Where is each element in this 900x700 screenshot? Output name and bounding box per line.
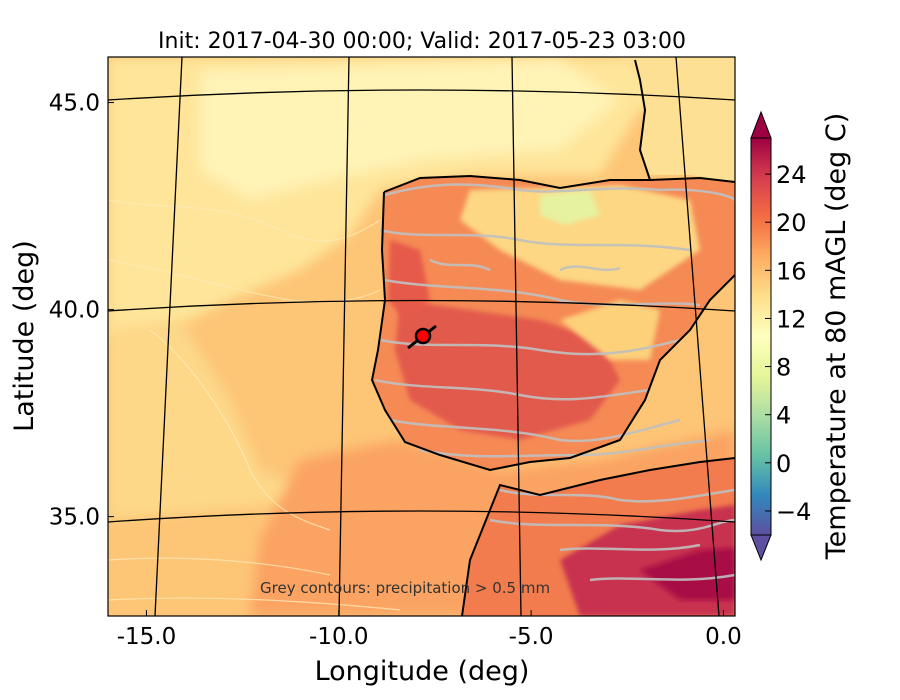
colorbar-frame xyxy=(750,137,772,536)
chart-title: Init: 2017-04-30 00:00; Valid: 2017-05-2… xyxy=(158,29,686,54)
x-axis: -15.0 -10.0 -5.0 0.0 xyxy=(117,610,742,650)
coastlines xyxy=(370,59,735,616)
pyrenees-cool-spot xyxy=(540,190,600,225)
colorbar-tick-label: 8 xyxy=(776,354,791,382)
colorbar-label: Temperature at 80 mAGL (deg C) xyxy=(821,113,852,561)
colorbar-tick-label: 12 xyxy=(776,305,807,333)
y-tick-label: 35.0 xyxy=(49,505,100,531)
map-frame xyxy=(107,56,736,617)
x-tick-label: -5.0 xyxy=(509,624,554,650)
colorbar-tick-label: −4 xyxy=(776,498,811,526)
x-tick-label: -10.0 xyxy=(309,624,369,650)
precipitation-annotation: Grey contours: precipitation > 0.5 mm xyxy=(260,579,550,597)
map-area: Grey contours: precipitation > 0.5 mm xyxy=(108,57,735,616)
western-ocean-band xyxy=(108,320,330,520)
france-land xyxy=(620,57,735,182)
x-tick-label: 0.0 xyxy=(705,624,742,650)
colorbar-tick-label: 4 xyxy=(776,402,791,430)
colorbar-extend-bottom xyxy=(750,534,772,562)
y-tick-label: 45.0 xyxy=(49,91,100,117)
y-axis-label: Latitude (deg) xyxy=(9,240,40,432)
temperature-contours xyxy=(108,199,401,611)
colorbar-gradient xyxy=(751,138,771,535)
iberia-hot-core xyxy=(395,300,620,440)
north-africa-hottest xyxy=(640,548,735,600)
colorbar-tick-label: 16 xyxy=(776,257,807,285)
y-tick-label: 40.0 xyxy=(49,298,100,324)
colorbar-tick-label: 20 xyxy=(776,209,807,237)
colorbar-extend-top xyxy=(750,110,772,139)
coolest-ocean-region xyxy=(200,60,620,200)
iberia-cool-north xyxy=(460,185,700,290)
location-marker xyxy=(414,327,432,345)
graticule xyxy=(108,57,735,616)
colorbar: −4 0 4 8 12 16 20 24 xyxy=(750,110,811,562)
x-axis-label: Longitude (deg) xyxy=(315,656,530,687)
colorbar-tick-label: 24 xyxy=(776,161,807,189)
x-tick-label: -15.0 xyxy=(117,624,177,650)
iberia-cool-east xyxy=(560,300,660,360)
y-axis: 35.0 40.0 45.0 xyxy=(49,91,114,531)
colorbar-tick-label: 0 xyxy=(776,450,791,478)
